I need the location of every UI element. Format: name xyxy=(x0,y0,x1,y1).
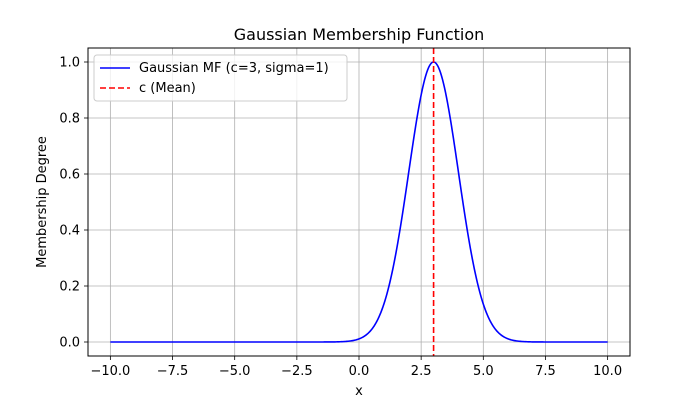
series-line-gaussian xyxy=(110,61,608,343)
legend-label-gaussian: Gaussian MF (c=3, sigma=1) xyxy=(139,61,329,76)
legend-label-mean: c (Mean) xyxy=(139,81,196,96)
x-tick-label: 5.0 xyxy=(473,364,494,379)
y-tick-label: 0.8 xyxy=(59,112,80,127)
x-tick-label: −5.0 xyxy=(219,364,251,379)
x-tick-label: 7.5 xyxy=(535,364,556,379)
y-tick-label: 0.6 xyxy=(59,168,80,183)
legend: Gaussian MF (c=3, sigma=1) c (Mean) xyxy=(93,54,348,102)
x-axis-label: x xyxy=(355,384,363,399)
x-tick-label: −10.0 xyxy=(90,364,130,379)
chart-title: Gaussian Membership Function xyxy=(234,25,485,44)
x-tick-label: −2.5 xyxy=(281,364,313,379)
plot-layer xyxy=(110,48,608,356)
x-tick-label: −7.5 xyxy=(157,364,189,379)
y-axis-label: Membership Degree xyxy=(35,136,50,268)
x-tick-label: 10.0 xyxy=(593,364,622,379)
y-tick-label: 0.2 xyxy=(59,280,80,295)
tick-layer: −10.0 −7.5 −5.0 −2.5 0.0 2.5 5.0 7.5 10.0 0.0 0.2 0… xyxy=(59,56,622,380)
x-tick-label: 2.5 xyxy=(411,364,432,379)
x-tick-label: 0.0 xyxy=(349,364,370,379)
y-tick-label: 1.0 xyxy=(59,56,80,71)
legend-box xyxy=(93,54,348,102)
y-tick-label: 0.0 xyxy=(59,336,80,351)
y-tick-label: 0.4 xyxy=(59,224,80,239)
